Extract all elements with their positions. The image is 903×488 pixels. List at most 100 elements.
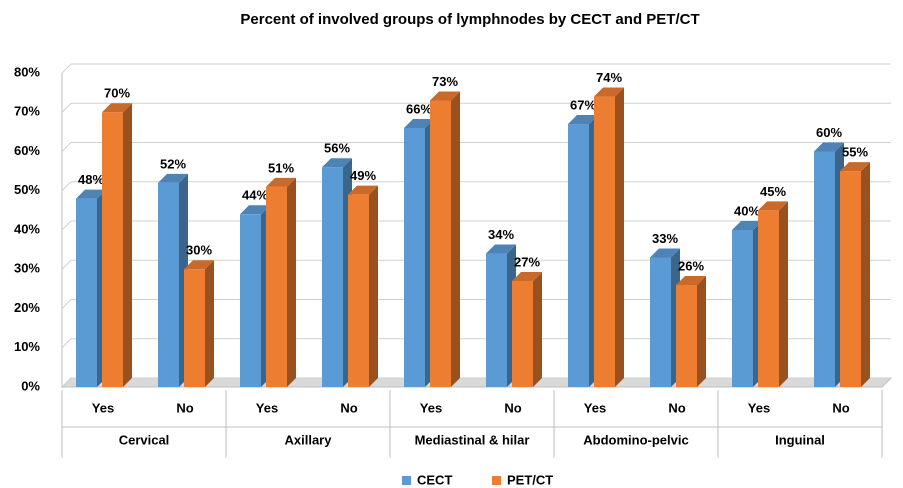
bar-front	[594, 96, 615, 388]
bar	[184, 260, 214, 387]
x-tick-label: Yes	[256, 400, 278, 415]
bar-front	[676, 284, 697, 387]
bar-top	[102, 103, 132, 113]
legend-swatch	[492, 476, 501, 485]
bar-top	[512, 272, 542, 282]
bar-top	[732, 221, 762, 230]
group-label: Cervical	[119, 432, 170, 447]
bar-front	[814, 151, 835, 387]
grid-line	[61, 102, 891, 113]
grid-line-side	[61, 220, 72, 231]
bar	[594, 87, 624, 388]
bar-top	[76, 189, 106, 199]
chart-title: Percent of involved groups of lymphnodes…	[240, 11, 699, 28]
y-tick-label: 10%	[14, 339, 40, 354]
legend-label: CECT	[417, 472, 452, 487]
bar-top	[840, 162, 870, 172]
y-tick-label: 70%	[14, 104, 40, 119]
value-label: 56%	[324, 141, 350, 156]
value-label: 74%	[596, 70, 622, 85]
bar-side	[697, 275, 706, 387]
bar-top	[650, 248, 680, 258]
grid-line-side	[61, 299, 72, 309]
grid-line-side	[61, 377, 72, 388]
value-label: 73%	[432, 74, 458, 89]
bar	[266, 177, 296, 387]
bar-top	[814, 142, 844, 152]
bar-front	[486, 253, 507, 387]
bar-side	[205, 260, 214, 387]
group-label: Mediastinal & hilar	[415, 432, 530, 447]
bar-front	[732, 230, 753, 387]
grid-line-side	[61, 181, 72, 192]
bar-front	[650, 257, 671, 387]
bar-top	[758, 201, 788, 211]
bar	[732, 221, 762, 387]
bar-front	[568, 124, 589, 388]
grid-line-side	[61, 142, 72, 152]
grid-line	[61, 142, 891, 152]
value-label: 60%	[816, 125, 842, 140]
y-tick-label: 0%	[21, 378, 40, 393]
bar-side	[369, 185, 378, 387]
y-tick-label: 50%	[14, 182, 40, 197]
bar-side	[779, 201, 788, 387]
bar-top	[322, 158, 352, 168]
bar	[158, 173, 188, 387]
legend-label: PET/CT	[507, 472, 553, 487]
bar-side	[861, 162, 870, 387]
bar-top	[266, 177, 296, 187]
grid-line-side	[61, 63, 72, 74]
value-label: 52%	[160, 156, 186, 171]
legend-swatch	[402, 476, 411, 485]
y-tick-label: 40%	[14, 221, 40, 236]
bar	[758, 201, 788, 387]
bar-front	[758, 210, 779, 387]
bar	[840, 162, 870, 387]
bar-top	[348, 185, 378, 195]
value-label: 67%	[570, 97, 596, 112]
bar	[512, 272, 542, 387]
bar-top	[184, 260, 214, 270]
group-label: Axillary	[285, 432, 333, 447]
group-label: Abdomino-pelvic	[583, 432, 688, 447]
value-label: 34%	[488, 227, 514, 242]
y-tick-label: 60%	[14, 143, 40, 158]
value-label: 30%	[186, 243, 212, 258]
y-tick-label: 20%	[14, 300, 40, 315]
value-label: 48%	[78, 172, 104, 187]
bar-front	[348, 194, 369, 387]
grid-line-side	[61, 102, 72, 113]
bar-side	[533, 272, 542, 387]
grid-line-side	[61, 338, 72, 349]
x-tick-label: Yes	[92, 400, 114, 415]
x-tick-label: No	[340, 400, 357, 415]
bar-top	[240, 205, 270, 215]
bar-front	[266, 186, 287, 387]
bar-top	[430, 91, 460, 101]
value-label: 40%	[734, 203, 760, 218]
bar-top	[568, 115, 598, 125]
grid-line	[61, 181, 891, 192]
bar-side	[451, 91, 460, 387]
bar-front	[430, 100, 451, 387]
y-tick-label: 30%	[14, 261, 40, 276]
bar-top	[404, 118, 434, 128]
bar	[348, 185, 378, 387]
x-tick-label: No	[504, 400, 521, 415]
group-label: Inguinal	[775, 432, 825, 447]
value-label: 45%	[760, 184, 786, 199]
bar	[240, 205, 270, 387]
value-label: 26%	[678, 258, 704, 273]
bar-side	[615, 87, 624, 388]
bar	[322, 158, 352, 387]
bar	[430, 91, 460, 387]
bar-front	[158, 182, 179, 387]
value-label: 27%	[514, 254, 540, 269]
bar	[814, 142, 844, 387]
x-tick-label: No	[832, 400, 849, 415]
bar-front	[184, 269, 205, 387]
bar-side	[123, 103, 132, 387]
x-tick-label: Yes	[420, 400, 442, 415]
